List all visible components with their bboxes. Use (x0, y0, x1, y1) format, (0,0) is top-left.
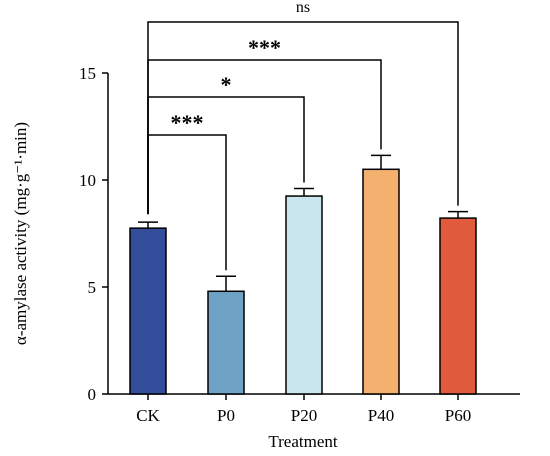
x-tick-label: CK (136, 406, 160, 425)
y-tick-label: 10 (79, 171, 96, 190)
x-tick-label: P40 (368, 406, 394, 425)
significance-bracket: ns (147, 0, 459, 215)
x-tick-label: P60 (445, 406, 471, 425)
axes: 0 5 10 15 CK P0 P20 P40 P60 (79, 64, 520, 425)
y-tick-label: 0 (88, 385, 97, 404)
bar-P20 (285, 195, 323, 395)
bars (129, 168, 477, 395)
y-tick-label: 5 (88, 278, 97, 297)
error-bar-P60 (448, 210, 468, 219)
x-axis-title: Treatment (268, 432, 338, 451)
x-tick-label: P0 (217, 406, 235, 425)
bar-CK (129, 227, 167, 395)
y-axis-title: α-amylase activity (mg·g⁻¹·min) (11, 122, 30, 345)
y-tick-label: 15 (79, 64, 96, 83)
error-bar-P40 (371, 154, 391, 170)
error-bar-P0 (216, 275, 236, 292)
error-bar-CK (138, 221, 158, 229)
bar-P0 (207, 290, 245, 395)
x-tick-label: P20 (291, 406, 317, 425)
significance-label: *** (171, 110, 204, 135)
error-bars (138, 154, 468, 292)
significance-label: * (221, 72, 232, 97)
bar-P60 (439, 217, 477, 395)
bar-P40 (362, 168, 400, 395)
error-bar-P20 (294, 187, 314, 197)
significance-label: *** (248, 35, 281, 60)
significance-label: ns (296, 0, 310, 16)
significance-brackets: *******ns (147, 0, 459, 271)
